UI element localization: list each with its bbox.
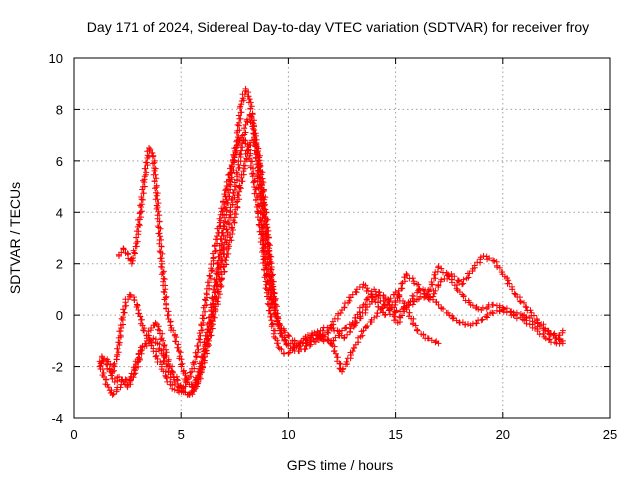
x-axis-label: GPS time / hours [287,457,394,473]
y-tick-label: 8 [56,102,63,117]
x-tick-labels: 0 5 10 15 20 25 [70,427,617,442]
plus-markers [98,111,566,398]
x-tick-label: 25 [603,427,617,442]
x-tick-label: 15 [388,427,402,442]
x-tick-label: 0 [70,427,77,442]
series-track-2 [96,137,442,398]
plot-frame [73,57,611,419]
y-tick-label: 6 [56,154,63,169]
plus-markers [96,137,442,398]
axis-ticks [73,57,611,419]
chart-title: Day 171 of 2024, Sidereal Day-to-day VTE… [87,19,589,35]
x-tick-label: 20 [496,427,510,442]
data-marks [96,85,566,398]
y-tick-label: -4 [51,411,63,426]
y-tick-label: 4 [56,205,63,220]
y-tick-label: 0 [56,308,63,323]
plus-markers [115,85,566,391]
y-tick-label: -2 [51,360,63,375]
y-axis-label: SDTVAR / TECUs [7,182,23,294]
x-tick-label: 10 [281,427,295,442]
x-tick-label: 5 [178,427,185,442]
series-track-3 [98,111,566,398]
y-tick-label: 2 [56,257,63,272]
y-tick-label: 10 [49,51,63,66]
series-track-4 [115,85,566,391]
y-tick-labels: -4 -2 0 2 4 6 8 10 [49,51,63,426]
